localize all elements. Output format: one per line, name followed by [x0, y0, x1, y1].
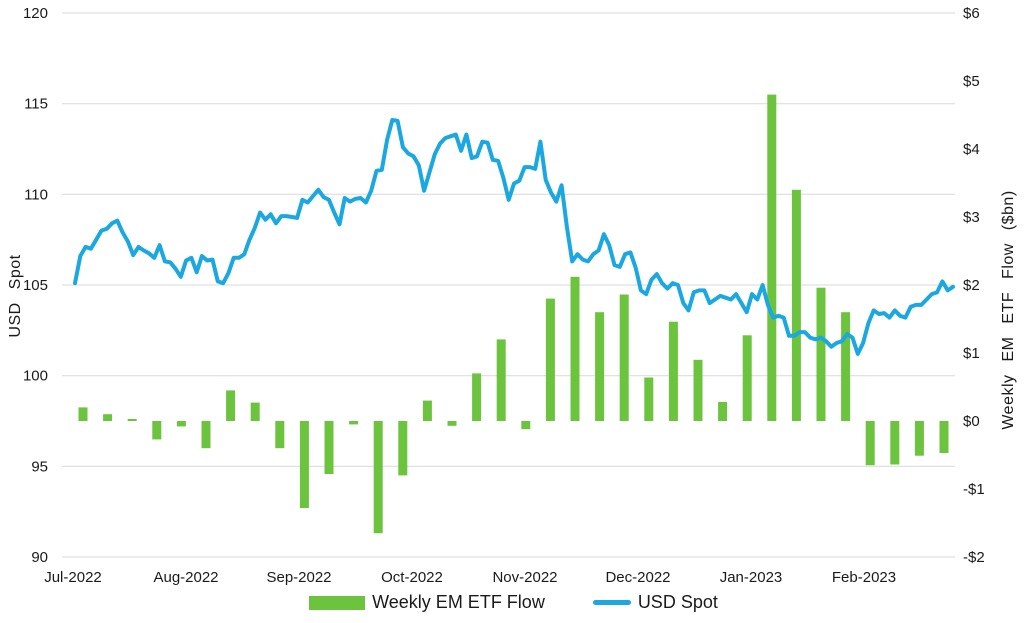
flow-bar	[718, 402, 728, 421]
flow-bar	[472, 373, 482, 421]
flow-bar	[914, 421, 924, 456]
month-label: Jul-2022	[44, 569, 102, 586]
flow-bar	[595, 312, 605, 421]
flow-bar	[816, 287, 826, 421]
flow-bar	[201, 421, 211, 449]
right-tick-label: $4	[963, 141, 980, 158]
month-label: Oct-2022	[381, 569, 443, 586]
flow-bar	[644, 377, 654, 421]
month-label: Dec-2022	[605, 569, 670, 586]
usd-spot-line-layer	[73, 118, 955, 356]
flow-bar	[742, 335, 752, 421]
right-tick-label: $3	[963, 209, 980, 226]
flow-bar	[103, 414, 113, 421]
left-tick-label: 115	[24, 96, 48, 113]
x-axis-month-labels: Jul-2022 Aug-2022 Sep-2022 Oct-2022 Nov-2022…	[44, 569, 896, 586]
flow-bar	[373, 421, 383, 534]
legend-item-usd-spot: USD Spot	[592, 592, 718, 613]
flow-bar	[250, 402, 260, 421]
flow-bar	[865, 421, 875, 466]
left-axis-title: USD Spot	[7, 254, 24, 337]
flow-bar	[349, 421, 359, 425]
flow-bar	[176, 421, 186, 427]
right-tick-label: $6	[963, 5, 980, 22]
right-tick-label: $5	[963, 73, 980, 90]
left-tick-label: 110	[24, 186, 48, 203]
flow-bar	[398, 421, 408, 476]
legend-label-usd-spot: USD Spot	[637, 592, 718, 612]
flow-bar	[496, 339, 506, 421]
right-tick-label: $2	[963, 277, 980, 294]
right-tick-label: $1	[963, 345, 980, 362]
left-tick-label: 90	[31, 549, 48, 566]
right-tick-label: -$1	[963, 481, 985, 498]
flow-bar	[78, 407, 88, 421]
right-axis-tick-labels: $6 $5 $4 $3 $2 $1 $0 -$1 -$2	[963, 5, 985, 566]
flow-bar	[226, 390, 236, 421]
month-label: Sep-2022	[266, 569, 331, 586]
flow-bar	[275, 421, 285, 449]
legend: Weekly EM ETF Flow USD Spot	[0, 592, 1027, 613]
right-tick-label: -$2	[963, 549, 985, 566]
left-tick-label: 95	[31, 458, 48, 475]
chart-canvas: 120 115 110 105 100 95 90 $6 $5 $4 $3 $2 $1 $0 -$1 -$2…	[7, 5, 1017, 586]
left-tick-label: 100	[23, 368, 48, 385]
month-label: Nov-2022	[492, 569, 557, 586]
flow-bar	[324, 421, 334, 474]
usd-spot-line	[73, 118, 955, 356]
month-label: Jan-2023	[720, 569, 783, 586]
flow-bar	[693, 359, 703, 421]
right-axis-title: Weekly EM ETF Flow ($bn)	[1000, 190, 1017, 429]
flow-bar	[890, 421, 900, 465]
flow-bar	[939, 421, 949, 453]
flow-bar-swatch-icon	[309, 595, 366, 610]
legend-label-flow: Weekly EM ETF Flow	[372, 592, 545, 612]
flow-bar	[422, 400, 432, 421]
left-axis-tick-labels: 120 115 110 105 100 95 90	[23, 5, 48, 566]
gridlines	[62, 12, 955, 558]
flow-bar	[791, 189, 801, 421]
left-tick-label: 105	[23, 277, 48, 294]
legend-item-flow: Weekly EM ETF Flow	[309, 592, 545, 613]
month-label: Feb-2023	[832, 569, 896, 586]
flow-bar	[447, 421, 457, 426]
flow-bar	[668, 321, 678, 421]
flow-bar	[545, 298, 555, 421]
flow-bar	[127, 419, 137, 421]
flow-bar	[619, 294, 629, 421]
flow-bars	[78, 94, 949, 534]
right-tick-label: $0	[963, 413, 980, 430]
flow-bar	[570, 276, 580, 421]
left-tick-label: 120	[23, 5, 48, 22]
flow-bar	[841, 312, 851, 421]
month-label: Aug-2022	[153, 569, 218, 586]
flow-bar	[299, 421, 309, 508]
flow-bar	[521, 421, 531, 430]
flow-bar	[767, 94, 777, 421]
flow-bar	[152, 421, 162, 440]
usd-spot-line-swatch-icon	[592, 600, 631, 605]
